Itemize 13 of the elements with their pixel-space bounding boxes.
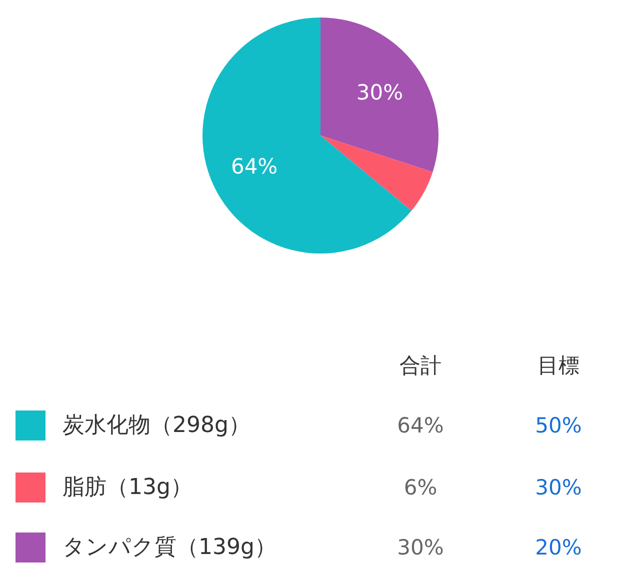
data-label: 64% [230,154,278,179]
text: 合計 [400,354,442,378]
data-label: 30% [356,80,404,104]
text: 30% [535,476,582,500]
legend-label: 脂肪（13g） [62,475,192,500]
legend-label: タンパク質（139g） [62,535,276,560]
text: 64% [397,414,444,438]
data-label: 6% [404,476,438,500]
text: 20% [535,536,582,560]
text: 目標 [538,354,580,378]
text: 30% [397,536,444,560]
legend-label: 炭水化物（298g） [62,413,250,438]
text: 50% [535,414,582,438]
